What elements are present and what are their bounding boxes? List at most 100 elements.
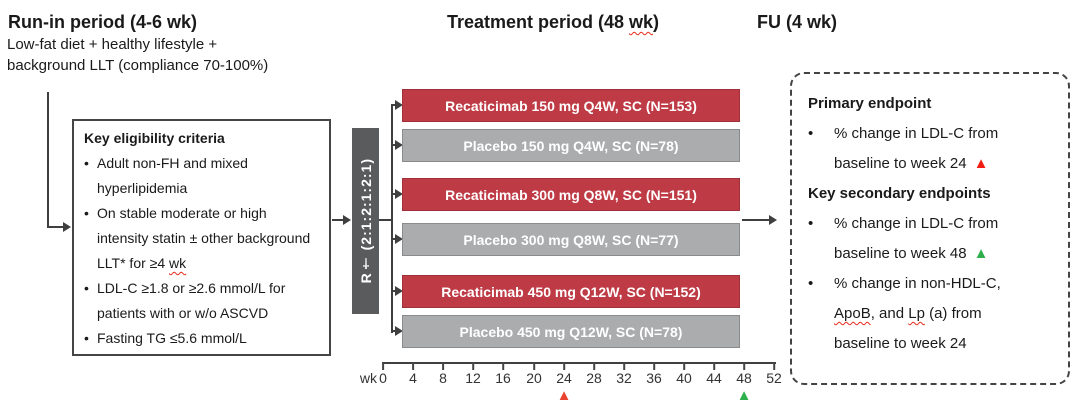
green-triangle-icon: ▲ <box>973 245 989 262</box>
tick-week-36: 36 <box>646 362 662 386</box>
tick-label: 8 <box>439 370 447 386</box>
tick-week-28: 28 <box>586 362 602 386</box>
primary-endpoint-title: Primary endpoint <box>808 95 932 112</box>
tick-mark <box>622 362 625 370</box>
tick-label: 52 <box>766 370 782 386</box>
week-48-marker-icon: ▲ <box>736 387 752 404</box>
tick-week-16: 16 <box>495 362 511 386</box>
tick-mark <box>592 362 595 370</box>
runin-description-line2: background LLT (compliance 70-100%) <box>7 57 269 74</box>
tick-label: 24 <box>556 370 572 386</box>
endpoint-misspelled-word: Lp <box>908 305 925 322</box>
bullet-icon: • <box>84 280 89 296</box>
treatment-title-misspelled-word: wk <box>629 12 654 32</box>
arrowhead-icon <box>395 326 403 336</box>
eligibility-to-randomization-line <box>332 219 344 221</box>
arms-to-endpoints-line <box>742 219 770 221</box>
tick-label: 40 <box>676 370 692 386</box>
eligibility-item: • On stable moderate or high intensity s… <box>84 201 321 276</box>
tick-label: 32 <box>616 370 632 386</box>
bullet-icon: • <box>84 155 89 171</box>
branch-line <box>391 290 396 292</box>
tick-label: 0 <box>379 370 387 386</box>
tick-label: 28 <box>586 370 602 386</box>
eligibility-title: Key eligibility criteria <box>84 130 225 146</box>
endpoints-box: Primary endpoint • % change in LDL-C fro… <box>790 72 1070 385</box>
treatment-period-title: Treatment period (48 wk) <box>382 12 724 33</box>
tick-label: 4 <box>409 370 417 386</box>
endpoint-item: • % change in LDL-C from baseline to wee… <box>808 209 1058 269</box>
tick-mark <box>742 362 745 370</box>
tick-label: 36 <box>646 370 662 386</box>
treatment-title-close-paren: ) <box>653 12 660 32</box>
endpoint-item: • % change in non-HDL-C, ApoB, and Lp (a… <box>808 269 1058 359</box>
arrowhead-icon <box>63 222 71 232</box>
endpoint-item: • % change in LDL-C from baseline to wee… <box>808 119 1058 179</box>
arrowhead-icon <box>769 215 777 225</box>
arrowhead-icon <box>395 100 403 110</box>
tick-mark <box>411 362 414 370</box>
tick-label: 44 <box>706 370 722 386</box>
tick-label: 48 <box>736 370 752 386</box>
tick-week-8: 8 <box>439 362 447 386</box>
red-triangle-icon: ▲ <box>973 155 989 172</box>
branch-spine-line <box>391 104 393 333</box>
endpoint-text: % change in LDL-C from baseline to week … <box>834 215 999 262</box>
branch-line <box>391 238 396 240</box>
endpoint-misspelled-word: ApoB <box>834 305 871 322</box>
arrowhead-icon <box>395 286 403 296</box>
bullet-icon: • <box>808 215 814 232</box>
arm-bar-placebo-300-q8w: Placebo 300 mg Q8W, SC (N=77) <box>402 223 740 256</box>
runin-description-line1: Low-fat diet + healthy lifestyle + <box>7 36 218 53</box>
endpoint-text: (a) from baseline to week 24 <box>834 305 982 352</box>
bullet-icon: • <box>84 330 89 346</box>
eligibility-item-text: On stable moderate or high intensity sta… <box>97 201 321 276</box>
week-24-marker-icon: ▲ <box>556 387 572 404</box>
tick-week-52: 52 <box>766 362 782 386</box>
eligibility-criteria-box: Key eligibility criteria • Adult non-FH … <box>72 119 331 356</box>
randomization-stub-line <box>379 219 392 221</box>
tick-week-0: 0 <box>379 362 387 386</box>
tick-week-12: 12 <box>465 362 481 386</box>
branch-line <box>391 193 396 195</box>
endpoint-text: % change in LDL-C from baseline to week … <box>834 125 999 172</box>
runin-connector-hline <box>47 226 64 228</box>
randomization-bar: R† (2:1:2:1:2:1) <box>352 128 379 314</box>
tick-week-40: 40 <box>676 362 692 386</box>
tick-mark <box>772 362 775 370</box>
tick-week-24: 24 <box>556 362 572 386</box>
arrowhead-icon <box>395 189 403 199</box>
arm-bar-placebo-450-q12w: Placebo 450 mg Q12W, SC (N=78) <box>402 315 740 348</box>
branch-line <box>391 144 396 146</box>
eligibility-misspelled-word: wk <box>169 255 187 271</box>
endpoint-text: % change in non-HDL-C, <box>834 275 1001 292</box>
tick-mark <box>652 362 655 370</box>
eligibility-item: • Fasting TG ≤5.6 mmol/L <box>84 326 321 351</box>
endpoint-item-text: % change in LDL-C from baseline to week … <box>834 119 1034 179</box>
arrowhead-icon <box>395 140 403 150</box>
fu-period-title: FU (4 wk) <box>757 12 838 32</box>
arrowhead-icon <box>395 234 403 244</box>
tick-mark <box>532 362 535 370</box>
arm-bar-placebo-150-q4w: Placebo 150 mg Q4W, SC (N=78) <box>402 129 740 162</box>
tick-week-20: 20 <box>526 362 542 386</box>
bullet-icon: • <box>808 125 814 142</box>
timeline-axis-line <box>382 362 776 364</box>
eligibility-item: • Adult non-FH and mixed hyperlipidemia <box>84 151 321 201</box>
arm-bar-recaticimab-150-q4w: Recaticimab 150 mg Q4W, SC (N=153) <box>402 89 740 122</box>
treatment-title-text: Treatment period (48 <box>446 12 630 32</box>
tick-mark <box>441 362 444 370</box>
tick-label: 12 <box>465 370 481 386</box>
tick-mark <box>562 362 565 370</box>
endpoint-item-text: % change in non-HDL-C, ApoB, and Lp (a) … <box>834 269 1034 359</box>
timeline-unit-label: wk <box>359 370 377 386</box>
tick-week-48: 48 <box>736 362 752 386</box>
randomization-label: R† (2:1:2:1:2:1) <box>357 158 374 284</box>
eligibility-item: • LDL-C ≥1.8 or ≥2.6 mmol/L for patients… <box>84 276 321 326</box>
tick-mark <box>471 362 474 370</box>
arm-bar-recaticimab-300-q8w: Recaticimab 300 mg Q8W, SC (N=151) <box>402 178 740 211</box>
endpoint-item-text: % change in LDL-C from baseline to week … <box>834 209 1034 269</box>
tick-label: 20 <box>526 370 542 386</box>
tick-week-32: 32 <box>616 362 632 386</box>
endpoint-text: , and <box>870 305 909 322</box>
